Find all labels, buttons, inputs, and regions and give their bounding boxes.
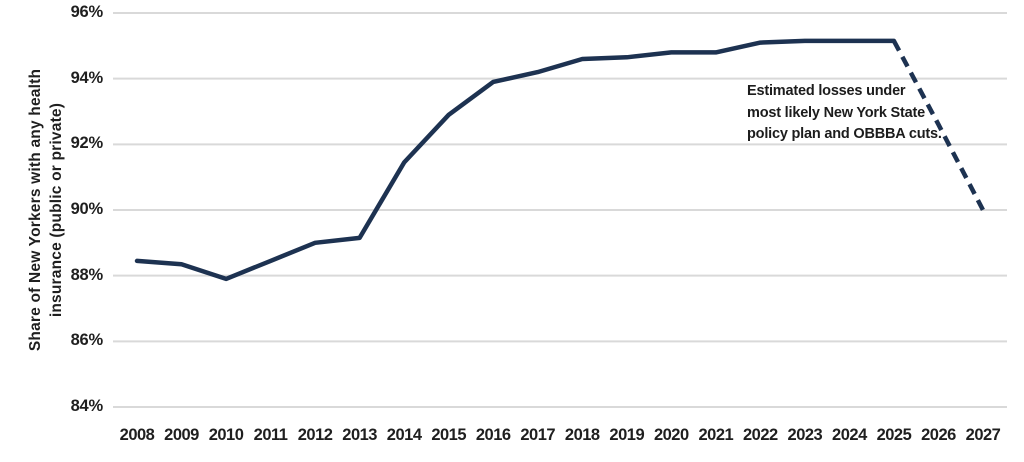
annotation-line-1: Estimated losses under	[747, 83, 906, 99]
x-tick-label-2026: 2026	[921, 426, 956, 444]
y-tick-label-94: 94%	[70, 68, 104, 87]
y-tick-label-86: 86%	[70, 331, 104, 350]
x-tick-label-2008: 2008	[119, 426, 155, 444]
x-tick-label-2024: 2024	[832, 426, 867, 444]
projection-annotation: Estimated losses under most likely New Y…	[747, 81, 942, 146]
x-tick-label-2023: 2023	[787, 426, 823, 444]
y-tick-label-92: 92%	[70, 134, 104, 153]
x-tick-label-2014: 2014	[386, 426, 422, 444]
x-tick-label-2018: 2018	[564, 426, 600, 444]
x-tick-label-2013: 2013	[342, 426, 377, 444]
y-tick-label-96: 96%	[70, 3, 104, 21]
x-tick-label-2016: 2016	[475, 426, 511, 444]
x-tick-label-2022: 2022	[743, 426, 778, 444]
x-tick-label-2009: 2009	[164, 426, 199, 444]
x-tick-label-2012: 2012	[297, 426, 333, 444]
series-lines	[134, 38, 985, 282]
x-tick-label-2019: 2019	[609, 426, 645, 444]
gridlines	[113, 12, 1007, 408]
y-tick-label-84: 84%	[70, 397, 104, 415]
x-tick-label-2017: 2017	[520, 426, 556, 444]
x-tick-label-2020: 2020	[653, 426, 689, 444]
projected-series-line	[891, 39, 985, 212]
x-tick-label-2010: 2010	[208, 426, 244, 444]
actual-series-line	[134, 38, 897, 282]
x-tick-label-2015: 2015	[431, 426, 467, 444]
y-tick-label-88: 88%	[70, 265, 104, 284]
x-tick-label-2021: 2021	[698, 426, 734, 444]
y-tick-label-90: 90%	[70, 200, 104, 218]
x-tick-label-2011: 2011	[253, 426, 288, 444]
annotation-line-2: most likely New York State	[747, 104, 926, 121]
x-tick-label-2027: 2027	[965, 426, 1001, 444]
annotation-line-3: policy plan and OBBBA cuts.	[747, 126, 942, 142]
x-tick-label-2025: 2025	[876, 426, 912, 444]
